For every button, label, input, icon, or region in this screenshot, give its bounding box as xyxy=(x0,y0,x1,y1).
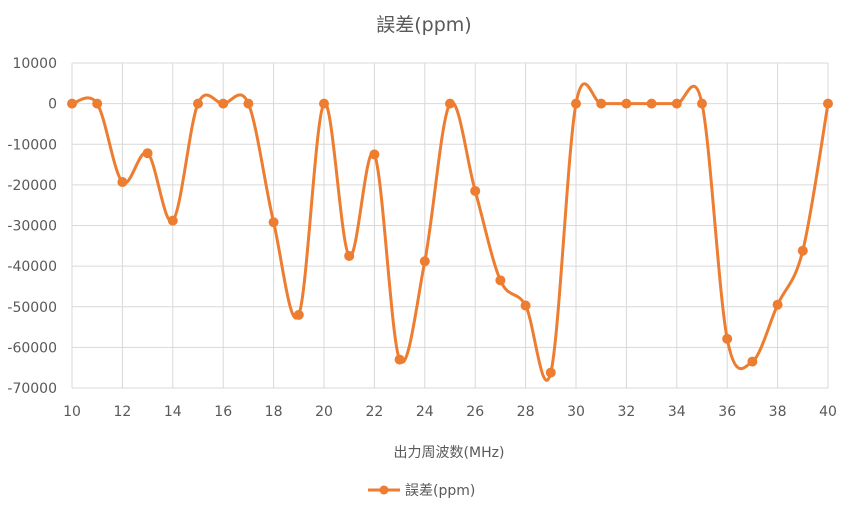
data-point xyxy=(369,149,380,160)
data-point xyxy=(117,177,128,188)
data-point xyxy=(495,275,506,286)
y-tick-label: -60000 xyxy=(7,340,57,356)
y-tick-label: 0 xyxy=(48,97,57,113)
series-line xyxy=(70,82,830,382)
x-tick-label: 30 xyxy=(567,404,585,420)
x-tick-label: 40 xyxy=(819,404,837,420)
y-tick-label: -40000 xyxy=(7,259,57,275)
data-point xyxy=(218,98,229,109)
x-tick-label: 32 xyxy=(617,404,635,420)
data-point xyxy=(571,98,581,109)
x-tick-label: 24 xyxy=(416,404,434,420)
legend-label: 誤差(ppm) xyxy=(405,483,475,499)
legend-marker xyxy=(379,485,389,495)
data-point xyxy=(268,217,279,228)
data-point xyxy=(167,215,178,226)
y-tick-label: -50000 xyxy=(7,300,57,316)
data-point xyxy=(646,98,657,109)
x-tick-label: 34 xyxy=(668,404,686,420)
x-tick-label: 26 xyxy=(466,404,484,420)
data-point xyxy=(797,245,808,256)
data-point xyxy=(243,98,254,109)
y-tick-label: -70000 xyxy=(7,381,57,397)
data-point xyxy=(142,148,153,159)
x-tick-label: 14 xyxy=(164,404,182,420)
data-point xyxy=(319,98,329,109)
data-point xyxy=(470,185,481,196)
x-tick-label: 12 xyxy=(113,404,131,420)
x-tick-label: 36 xyxy=(718,404,736,420)
data-point xyxy=(92,98,103,109)
data-point xyxy=(747,356,758,367)
data-point xyxy=(671,98,682,109)
y-axis-ticks: 10000 0 -10000 -20000 -30000 -40000 -50000 -600… xyxy=(7,56,57,397)
x-tick-label: 10 xyxy=(63,404,81,420)
x-tick-label: 22 xyxy=(365,404,383,420)
x-tick-label: 20 xyxy=(315,404,333,420)
x-tick-label: 18 xyxy=(265,404,283,420)
data-point xyxy=(520,300,531,311)
data-point xyxy=(293,309,304,320)
data-point xyxy=(722,333,733,344)
legend: 誤差(ppm) xyxy=(368,483,475,499)
data-point xyxy=(621,98,632,109)
data-point xyxy=(823,98,833,109)
data-point xyxy=(596,98,607,109)
y-tick-label: -20000 xyxy=(7,178,57,194)
data-point xyxy=(394,354,405,365)
x-axis-ticks: 10 12 14 16 18 20 22 24 26 28 30 32 34 36 38 40 xyxy=(63,404,837,420)
data-point xyxy=(419,256,430,267)
y-tick-label: -10000 xyxy=(7,137,57,153)
chart-title: 誤差(ppm) xyxy=(376,14,471,36)
data-point xyxy=(445,98,455,109)
data-point xyxy=(344,250,355,261)
data-point xyxy=(772,299,783,310)
data-point xyxy=(67,98,77,109)
data-point xyxy=(697,98,707,109)
x-tick-label: 16 xyxy=(214,404,232,420)
x-tick-label: 28 xyxy=(517,404,535,420)
y-tick-label: -30000 xyxy=(7,219,57,235)
x-axis-title: 出力周波数(MHz) xyxy=(394,445,505,461)
data-point xyxy=(545,367,556,378)
x-tick-label: 38 xyxy=(769,404,787,420)
y-tick-label: 10000 xyxy=(12,56,57,72)
data-point xyxy=(193,98,203,109)
series-group xyxy=(67,82,833,382)
